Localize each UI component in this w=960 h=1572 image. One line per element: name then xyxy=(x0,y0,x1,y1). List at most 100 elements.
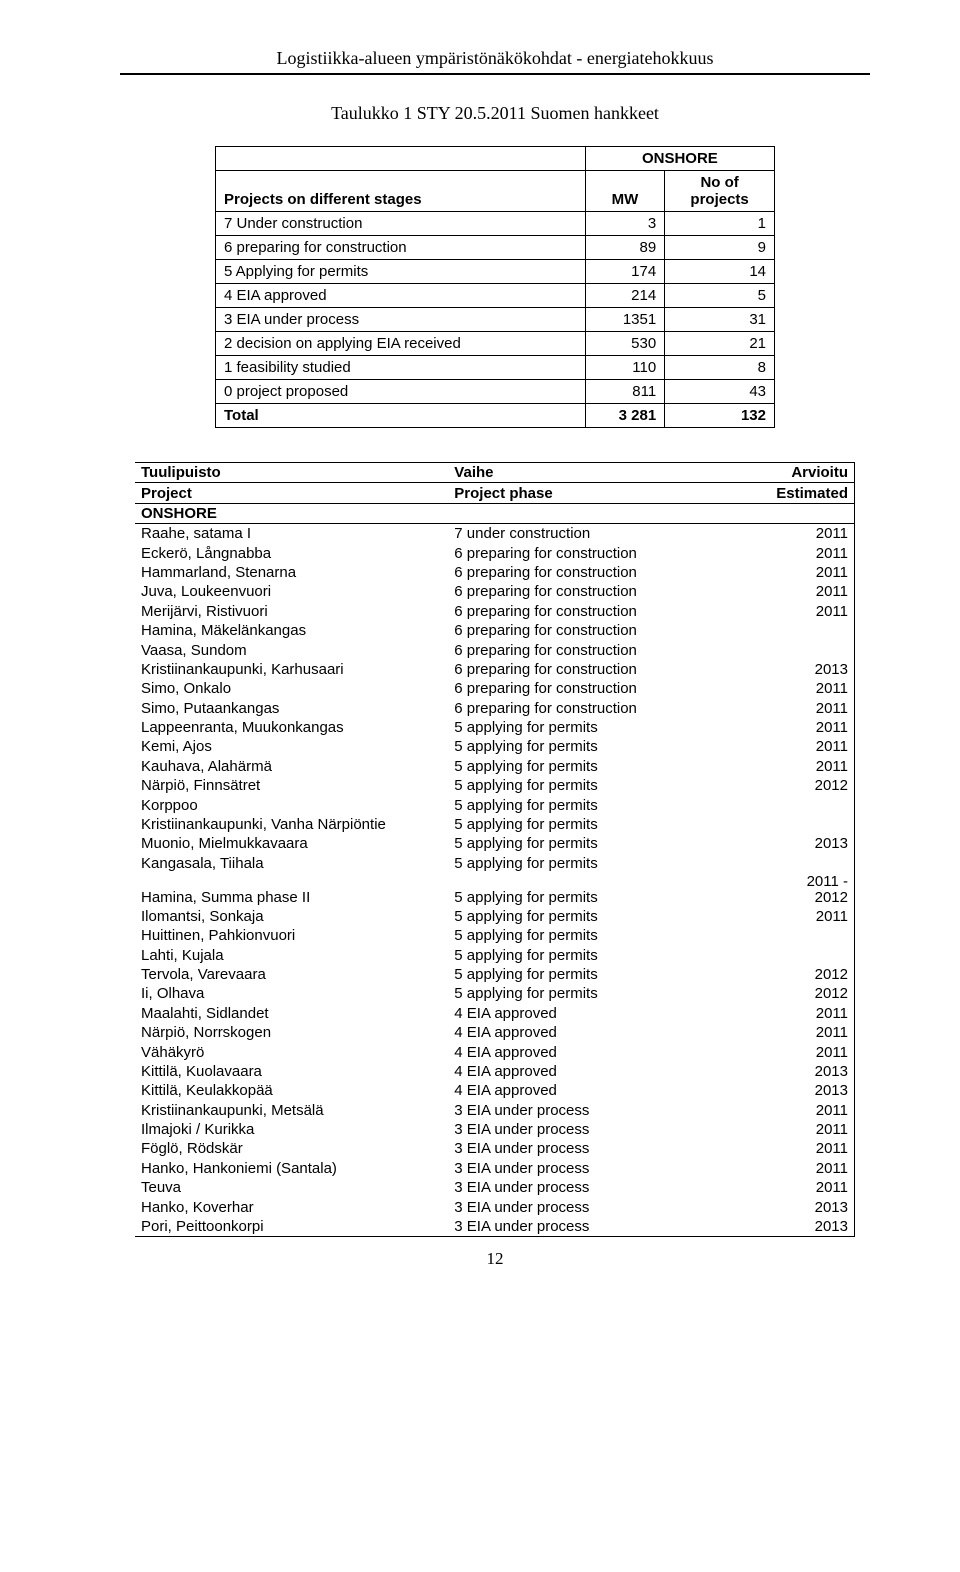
summary-cell-mw: 110 xyxy=(585,356,664,380)
details-cell-phase: 4 EIA approved xyxy=(448,1023,741,1042)
summary-cell-n: 43 xyxy=(665,380,775,404)
details-cell-phase: 3 EIA under process xyxy=(448,1159,741,1178)
details-cell-project: Kangasala, Tiihala xyxy=(135,854,448,873)
table-row: Maalahti, Sidlandet4 EIA approved2011 xyxy=(135,1004,855,1023)
details-cell-year: 2011 xyxy=(742,679,855,698)
details-cell-project: Ii, Olhava xyxy=(135,984,448,1003)
details-cell-year: 2012 xyxy=(742,984,855,1003)
details-cell-year xyxy=(742,795,855,814)
details-cell-project: Ilmajoki / Kurikka xyxy=(135,1120,448,1139)
table-row: Korppoo5 applying for permits xyxy=(135,795,855,814)
details-cell-phase: 4 EIA approved xyxy=(448,1042,741,1061)
summary-stages-header: Projects on different stages xyxy=(216,171,586,212)
details-cell-project: Kittilä, Keulakkopää xyxy=(135,1081,448,1100)
details-cell-phase: 3 EIA under process xyxy=(448,1178,741,1197)
table-row: Merijärvi, Ristivuori6 preparing for con… xyxy=(135,602,855,621)
details-cell-phase: 7 under construction xyxy=(448,524,741,544)
summary-cell-label: 7 Under construction xyxy=(216,212,586,236)
details-cell-year: 2011 xyxy=(742,1178,855,1197)
details-cell-phase: 5 applying for permits xyxy=(448,926,741,945)
details-cell-phase: 4 EIA approved xyxy=(448,1081,741,1100)
details-cell-year: 2011 xyxy=(742,582,855,601)
summary-cell-n: 5 xyxy=(665,284,775,308)
details-cell-year: 2013 xyxy=(742,1081,855,1100)
details-cell-project: Föglö, Rödskär xyxy=(135,1139,448,1158)
summary-cell-label: 2 decision on applying EIA received xyxy=(216,332,586,356)
details-cell-year: 2011 xyxy=(742,1101,855,1120)
details-cell-project: Tervola, Varevaara xyxy=(135,965,448,984)
details-cell-phase: 5 applying for permits xyxy=(448,718,741,737)
details-cell-phase: 6 preparing for construction xyxy=(448,679,741,698)
summary-cell-mw: 530 xyxy=(585,332,664,356)
summary-total-label: Total xyxy=(216,404,586,428)
details-cell-year xyxy=(742,854,855,873)
details-cell-phase: 3 EIA under process xyxy=(448,1139,741,1158)
header-rule xyxy=(120,73,870,75)
summary-blank xyxy=(216,147,586,171)
details-cell-phase: 4 EIA approved xyxy=(448,1062,741,1081)
table-row: 5 Applying for permits17414 xyxy=(216,260,775,284)
page-container: Logistiikka-alueen ympäristönäkökohdat -… xyxy=(0,0,960,1309)
details-cell-year: 2013 xyxy=(742,1217,855,1237)
details-cell-project: Kittilä, Kuolavaara xyxy=(135,1062,448,1081)
details-cell-phase: 6 preparing for construction xyxy=(448,602,741,621)
details-cell-project: Pori, Peittoonkorpi xyxy=(135,1217,448,1237)
details-cell-project: Kristiinankaupunki, Karhusaari xyxy=(135,660,448,679)
table-row: Närpiö, Finnsätret5 applying for permits… xyxy=(135,776,855,795)
details-cell-year: 2012 xyxy=(742,965,855,984)
details-cell-project: Hanko, Hankoniemi (Santala) xyxy=(135,1159,448,1178)
summary-cell-n: 8 xyxy=(665,356,775,380)
details-cell-project: Eckerö, Långnabba xyxy=(135,544,448,563)
details-cell-phase: 3 EIA under process xyxy=(448,1217,741,1237)
details-cell-year xyxy=(742,815,855,834)
details-hdr1-c1: Tuulipuisto xyxy=(135,463,448,483)
details-cell-project: Vaasa, Sundom xyxy=(135,640,448,659)
details-cell-year: 2011 xyxy=(742,757,855,776)
summary-onshore-header: ONSHORE xyxy=(585,147,774,171)
details-cell-project: Teuva xyxy=(135,1178,448,1197)
details-cell-project: Maalahti, Sidlandet xyxy=(135,1004,448,1023)
details-cell-project: Muonio, Mielmukkavaara xyxy=(135,834,448,853)
details-onshore-blank1 xyxy=(448,503,741,523)
details-cell-year: 2013 xyxy=(742,660,855,679)
details-cell-phase: 5 applying for permits xyxy=(448,907,741,926)
details-cell-project: Huittinen, Pahkionvuori xyxy=(135,926,448,945)
details-cell-year xyxy=(742,621,855,640)
details-hdr1-c2: Vaihe xyxy=(448,463,741,483)
details-hdr1-c3: Arvioitu xyxy=(742,463,855,483)
summary-cell-n: 9 xyxy=(665,236,775,260)
summary-cell-mw: 89 xyxy=(585,236,664,260)
table-row: Kittilä, Keulakkopää4 EIA approved2013 xyxy=(135,1081,855,1100)
details-cell-project: Vähäkyrö xyxy=(135,1042,448,1061)
details-cell-year: 2011 xyxy=(742,524,855,544)
details-cell-year xyxy=(742,926,855,945)
table-caption: Taulukko 1 STY 20.5.2011 Suomen hankkeet xyxy=(120,103,870,124)
details-cell-project: Raahe, satama I xyxy=(135,524,448,544)
details-cell-year: 2011 xyxy=(742,1159,855,1178)
details-cell-project: Närpiö, Finnsätret xyxy=(135,776,448,795)
running-header: Logistiikka-alueen ympäristönäkökohdat -… xyxy=(120,48,870,69)
details-cell-year: 2011 xyxy=(742,602,855,621)
details-cell-phase: 5 applying for permits xyxy=(448,737,741,756)
table-row: Kangasala, Tiihala5 applying for permits xyxy=(135,854,855,873)
table-row: 2 decision on applying EIA received53021 xyxy=(216,332,775,356)
details-cell-project: Kemi, Ajos xyxy=(135,737,448,756)
details-table: Tuulipuisto Vaihe Arvioitu Project Proje… xyxy=(135,462,855,1237)
table-row: Kittilä, Kuolavaara4 EIA approved2013 xyxy=(135,1062,855,1081)
details-cell-year: 2011 xyxy=(742,737,855,756)
summary-cell-n: 14 xyxy=(665,260,775,284)
details-cell-project: Kauhava, Alahärmä xyxy=(135,757,448,776)
details-onshore-row: ONSHORE xyxy=(135,503,448,523)
summary-cell-mw: 174 xyxy=(585,260,664,284)
details-cell-project: Hanko, Koverhar xyxy=(135,1197,448,1216)
table-row: 6 preparing for construction899 xyxy=(216,236,775,260)
table-row: Kemi, Ajos5 applying for permits2011 xyxy=(135,737,855,756)
table-row: Huittinen, Pahkionvuori5 applying for pe… xyxy=(135,926,855,945)
details-cell-project: Lappeenranta, Muukonkangas xyxy=(135,718,448,737)
details-hdr2-c2: Project phase xyxy=(448,483,741,503)
details-cell-phase: 5 applying for permits xyxy=(448,854,741,873)
page-number: 12 xyxy=(120,1249,870,1269)
table-row: 3 EIA under process135131 xyxy=(216,308,775,332)
details-cell-phase: 5 applying for permits xyxy=(448,965,741,984)
details-cell-phase: 5 applying for permits xyxy=(448,795,741,814)
